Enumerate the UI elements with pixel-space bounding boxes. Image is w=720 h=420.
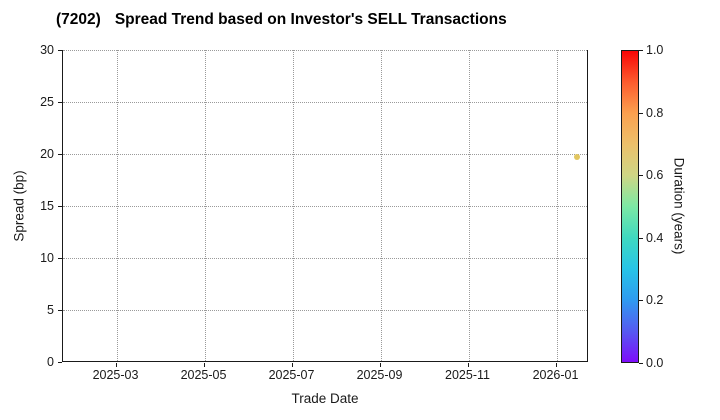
x-tick-label: 2025-05 xyxy=(180,368,227,382)
y-tick-mark xyxy=(58,362,62,363)
colorbar-tick-label: 0.4 xyxy=(646,230,664,245)
colorbar-tick-label: 0.2 xyxy=(646,293,664,308)
y-tick-label: 25 xyxy=(40,95,54,109)
v-gridline xyxy=(468,50,470,361)
v-gridline xyxy=(556,50,558,361)
y-tick-mark xyxy=(58,154,62,155)
chart-title-ticker: (7202) xyxy=(56,11,101,28)
h-gridline xyxy=(63,258,587,259)
colorbar-label: Duration (years) xyxy=(671,157,687,255)
x-tick-label: 2025-03 xyxy=(92,368,139,382)
data-point xyxy=(573,154,580,161)
v-gridline xyxy=(292,50,294,361)
y-tick-mark xyxy=(58,258,62,259)
x-tick-label: 2026-01 xyxy=(532,368,579,382)
h-gridline xyxy=(63,310,587,311)
h-gridline xyxy=(63,154,587,155)
y-tick-mark xyxy=(58,206,62,207)
x-axis-label: Trade Date xyxy=(291,391,359,406)
y-tick-label: 5 xyxy=(47,303,54,317)
colorbar-tick-mark xyxy=(639,50,643,51)
y-tick-mark xyxy=(58,310,62,311)
x-tick-label: 2025-11 xyxy=(445,368,490,382)
y-tick-mark xyxy=(58,102,62,103)
v-gridline xyxy=(380,50,382,361)
x-tick-mark xyxy=(203,363,205,367)
colorbar-tick-label: 0.0 xyxy=(646,356,664,370)
y-tick-mark xyxy=(58,50,62,51)
y-tick-label: 30 xyxy=(40,43,54,57)
colorbar-tick-label: 0.8 xyxy=(646,105,664,120)
x-tick-label: 2025-07 xyxy=(268,368,315,382)
v-gridline xyxy=(116,50,118,361)
colorbar-tick-label: 1.0 xyxy=(646,43,664,57)
colorbar-tick-label: 0.6 xyxy=(646,168,664,183)
y-tick-label: 20 xyxy=(40,147,54,161)
y-tick-label: 10 xyxy=(40,251,54,265)
h-gridline xyxy=(63,206,587,207)
colorbar-tick-mark xyxy=(639,237,643,239)
colorbar xyxy=(621,50,639,363)
x-tick-mark xyxy=(379,363,381,367)
x-tick-label: 2025-09 xyxy=(356,368,403,382)
colorbar-tick-mark xyxy=(639,363,643,364)
plot-area xyxy=(62,50,588,362)
chart-title: (7202) Spread Trend based on Investor's S… xyxy=(56,11,507,29)
plot-top-gridline xyxy=(63,50,587,51)
x-tick-mark xyxy=(555,363,557,367)
colorbar-tick-mark xyxy=(639,175,643,177)
y-tick-label: 15 xyxy=(40,199,54,213)
chart-title-text: Spread Trend based on Investor's SELL Tr… xyxy=(114,11,507,28)
h-gridline xyxy=(63,102,587,103)
colorbar-tick-mark xyxy=(639,112,643,114)
colorbar-tick-mark xyxy=(639,300,643,302)
x-tick-mark xyxy=(291,363,293,367)
x-tick-mark xyxy=(115,363,117,367)
y-tick-label: 0 xyxy=(47,355,54,369)
x-tick-mark xyxy=(467,363,469,367)
v-gridline xyxy=(204,50,206,361)
